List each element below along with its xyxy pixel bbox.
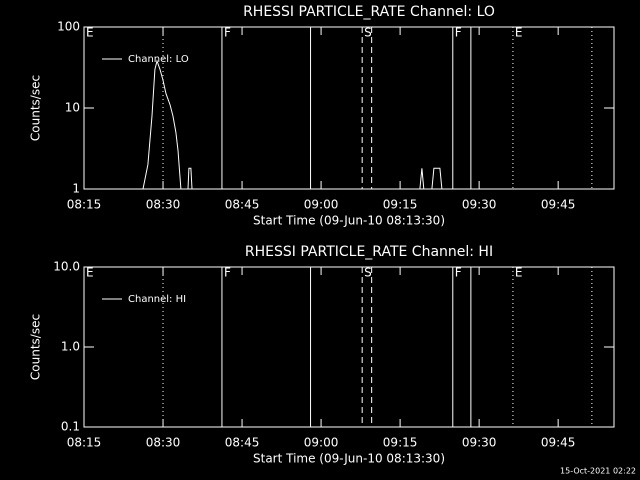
event-label: S xyxy=(364,266,372,280)
x-tick-label: 09:30 xyxy=(462,436,497,450)
event-label: S xyxy=(364,26,372,40)
x-tick-label: 09:45 xyxy=(541,198,576,212)
footer: 15-Oct-2021 02:22 xyxy=(560,467,636,476)
y-axis-label: Counts/sec xyxy=(29,75,43,141)
chart-title: RHESSI PARTICLE_RATE Channel: LO xyxy=(243,4,495,20)
y-tick-label: 1.0 xyxy=(61,340,80,354)
event-label: E xyxy=(86,26,94,40)
event-label: F xyxy=(224,26,231,40)
event-label: E xyxy=(515,266,523,280)
x-axis-label: Start Time (09-Jun-10 08:13:30) xyxy=(253,214,445,228)
x-axis-label: Start Time (09-Jun-10 08:13:30) xyxy=(253,452,445,466)
y-tick-label: 0.1 xyxy=(61,420,80,434)
x-tick-label: 09:00 xyxy=(304,198,339,212)
x-tick-label: 08:30 xyxy=(146,436,181,450)
legend-label: Channel: HI xyxy=(128,294,186,305)
data-line xyxy=(142,59,443,190)
y-tick-label: 10.0 xyxy=(53,260,80,274)
x-tick-label: 09:15 xyxy=(383,198,418,212)
event-label: E xyxy=(515,26,523,40)
x-tick-label: 08:30 xyxy=(146,198,181,212)
x-tick-label: 08:15 xyxy=(67,436,102,450)
x-tick-label: 09:45 xyxy=(541,436,576,450)
x-tick-label: 09:15 xyxy=(383,436,418,450)
x-tick-label: 08:45 xyxy=(225,436,260,450)
y-tick-label: 100 xyxy=(57,20,80,34)
event-label: F xyxy=(224,266,231,280)
legend-label: Channel: LO xyxy=(128,54,189,65)
x-tick-label: 09:00 xyxy=(304,436,339,450)
y-tick-label: 10 xyxy=(65,101,80,115)
x-tick-label: 09:30 xyxy=(462,198,497,212)
x-tick-label: 08:15 xyxy=(67,198,102,212)
event-label: E xyxy=(86,266,94,280)
x-tick-label: 08:45 xyxy=(225,198,260,212)
event-label: F xyxy=(455,266,462,280)
event-label: F xyxy=(455,26,462,40)
chart-title: RHESSI PARTICLE_RATE Channel: HI xyxy=(245,244,493,260)
y-axis-label: Counts/sec xyxy=(29,314,43,380)
y-tick-label: 1 xyxy=(72,182,80,196)
